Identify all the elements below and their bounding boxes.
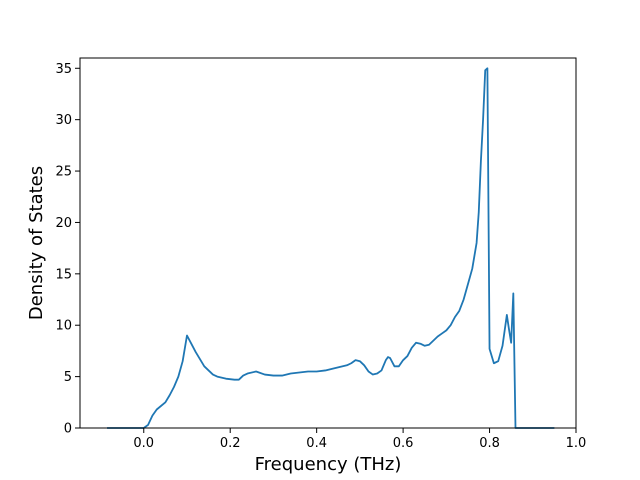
x-tick-label: 0.4	[306, 436, 327, 451]
x-axis-label: Frequency (THz)	[255, 454, 402, 475]
x-tick-label: 0.2	[220, 436, 241, 451]
y-axis-label: Density of States	[26, 166, 47, 320]
x-tick-label: 0.8	[479, 436, 500, 451]
y-axis-ticks: 0 5 10 15 20 25 30 35	[55, 62, 80, 437]
x-tick-label: 0.0	[133, 436, 154, 451]
plot-layer	[107, 67, 555, 429]
y-tick-label: 15	[55, 267, 72, 282]
y-tick-label: 10	[55, 319, 72, 334]
plot-frame	[79, 57, 577, 429]
y-tick-label: 20	[55, 216, 72, 231]
y-tick-label: 35	[55, 62, 72, 77]
series-line-0	[107, 67, 555, 429]
y-tick-label: 25	[55, 165, 72, 180]
x-tick-label: 1.0	[566, 436, 587, 451]
y-tick-label: 30	[55, 113, 72, 128]
y-tick-label: 5	[64, 370, 72, 385]
x-tick-label: 0.6	[393, 436, 414, 451]
y-tick-label: 0	[64, 422, 72, 437]
x-axis-ticks: 0.0 0.2 0.4 0.6 0.8 1.0	[133, 428, 586, 451]
